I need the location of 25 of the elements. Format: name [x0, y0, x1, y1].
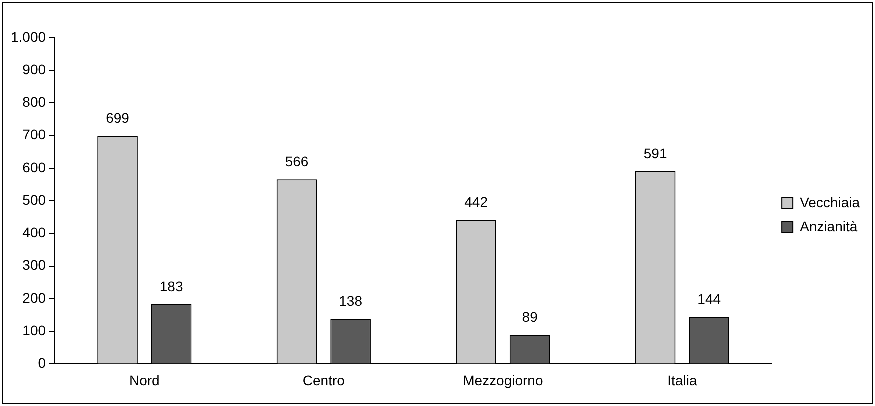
x-tick-label: Centro: [302, 372, 346, 388]
data-label: 183: [160, 278, 184, 294]
x-tick-label: Italia: [668, 372, 698, 388]
data-label: 591: [644, 145, 668, 162]
y-tick-label: 1.000: [10, 28, 46, 45]
data-label: 144: [698, 291, 722, 308]
y-tick-label: 400: [22, 224, 46, 241]
y-tick-label: 0: [38, 355, 46, 372]
x-tick-label: Mezzogiorno: [463, 372, 544, 388]
data-label: 566: [285, 153, 309, 170]
data-label: 89: [522, 309, 538, 326]
y-tick-label: 800: [22, 94, 46, 110]
y-tick-label: 500: [22, 192, 46, 208]
y-tick-label: 700: [22, 126, 46, 143]
x-tick-label: Nord: [129, 372, 160, 388]
data-label: 442: [464, 194, 488, 210]
y-tick-label: 600: [22, 159, 46, 176]
data-label: 138: [339, 293, 363, 310]
data-label: 699: [106, 110, 130, 126]
y-tick-label: 900: [22, 61, 46, 78]
legend-label: Anzianità: [800, 218, 858, 234]
legend-label: Vecchiaia: [800, 194, 860, 210]
y-tick-label: 200: [22, 290, 46, 306]
y-tick-label: 300: [22, 257, 46, 274]
y-tick-label: 100: [22, 322, 46, 338]
